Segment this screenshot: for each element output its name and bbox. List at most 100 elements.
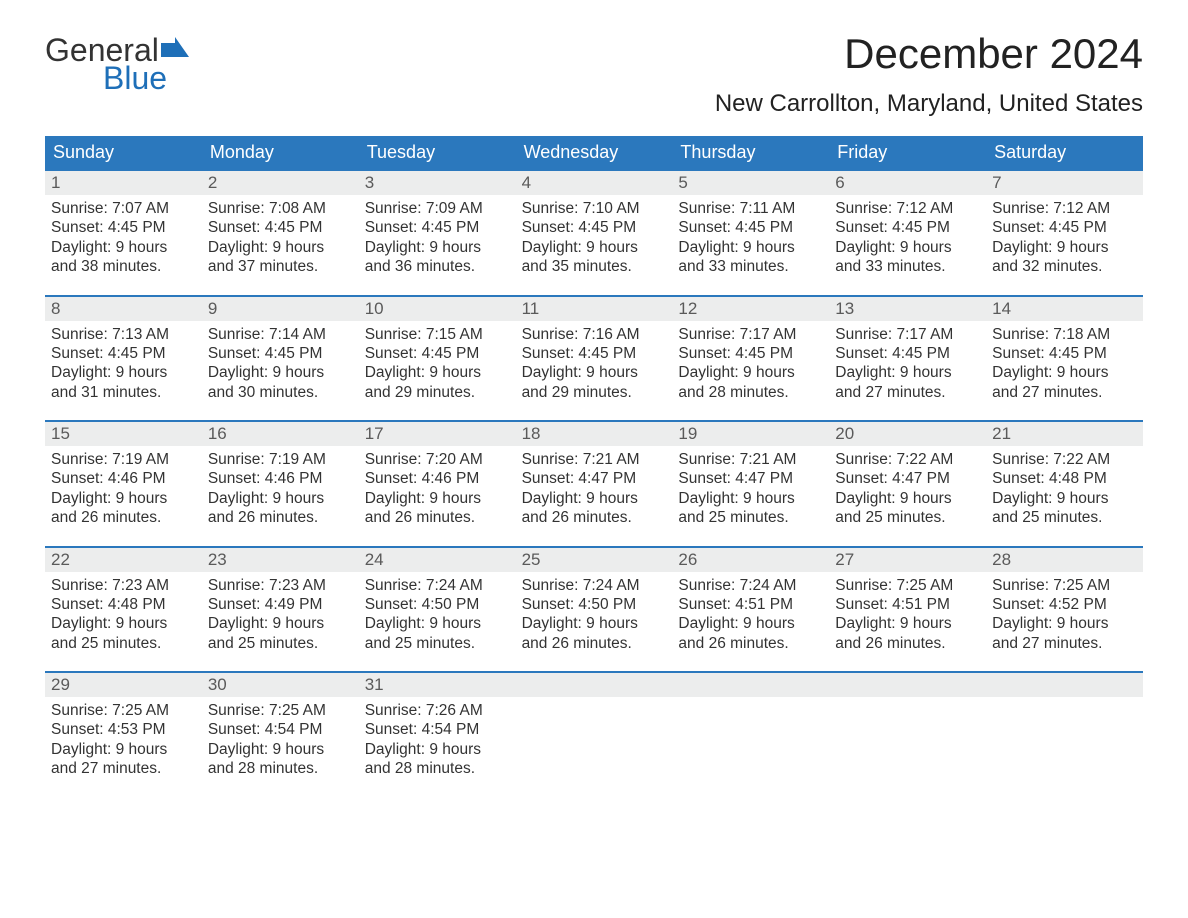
day-header-row: Sunday Monday Tuesday Wednesday Thursday… [45, 136, 1143, 169]
daynum-row: 4 [516, 171, 673, 195]
day-cell: 8Sunrise: 7:13 AMSunset: 4:45 PMDaylight… [45, 297, 202, 407]
daylight-line-1: Daylight: 9 hours [678, 363, 823, 382]
day-cell: 25Sunrise: 7:24 AMSunset: 4:50 PMDayligh… [516, 548, 673, 658]
daylight-line-2: and 27 minutes. [992, 634, 1137, 653]
daylight-line-2: and 33 minutes. [678, 257, 823, 276]
daylight-line-2: and 38 minutes. [51, 257, 196, 276]
day-data: Sunrise: 7:25 AMSunset: 4:52 PMDaylight:… [986, 572, 1143, 658]
sunrise-line: Sunrise: 7:26 AM [365, 701, 510, 720]
day-cell: 17Sunrise: 7:20 AMSunset: 4:46 PMDayligh… [359, 422, 516, 532]
daynum-row: . [672, 673, 829, 697]
day-header: Friday [829, 136, 986, 169]
day-number: 4 [522, 173, 531, 192]
day-data: Sunrise: 7:07 AMSunset: 4:45 PMDaylight:… [45, 195, 202, 281]
day-data: Sunrise: 7:21 AMSunset: 4:47 PMDaylight:… [672, 446, 829, 532]
day-cell: . [829, 673, 986, 783]
daylight-line-1: Daylight: 9 hours [835, 614, 980, 633]
week-row: 8Sunrise: 7:13 AMSunset: 4:45 PMDaylight… [45, 295, 1143, 407]
daylight-line-1: Daylight: 9 hours [208, 489, 353, 508]
daylight-line-2: and 27 minutes. [992, 383, 1137, 402]
day-data: Sunrise: 7:23 AMSunset: 4:49 PMDaylight:… [202, 572, 359, 658]
day-cell: 14 Sunrise: 7:18 AMSunset: 4:45 PMDayligh… [986, 297, 1143, 407]
day-cell: 20Sunrise: 7:22 AMSunset: 4:47 PMDayligh… [829, 422, 986, 532]
day-data: Sunrise: 7:17 AMSunset: 4:45 PMDaylight:… [672, 321, 829, 407]
sunrise-line: Sunrise: 7:21 AM [678, 450, 823, 469]
sunset-line: Sunset: 4:45 PM [51, 218, 196, 237]
sunset-line: Sunset: 4:45 PM [835, 218, 980, 237]
day-data: Sunrise: 7:20 AMSunset: 4:46 PMDaylight:… [359, 446, 516, 532]
sunrise-line: Sunrise: 7:22 AM [835, 450, 980, 469]
sunset-line: Sunset: 4:46 PM [365, 469, 510, 488]
day-data: Sunrise: 7:16 AMSunset: 4:45 PMDaylight:… [516, 321, 673, 407]
location-subtitle: New Carrollton, Maryland, United States [715, 90, 1143, 118]
day-number: 27 [835, 550, 854, 569]
day-cell: 23Sunrise: 7:23 AMSunset: 4:49 PMDayligh… [202, 548, 359, 658]
sunrise-line: Sunrise: 7:21 AM [522, 450, 667, 469]
day-number: 16 [208, 424, 227, 443]
daylight-line-2: and 33 minutes. [835, 257, 980, 276]
day-number: 12 [678, 299, 697, 318]
sunrise-line: Sunrise: 7:17 AM [835, 325, 980, 344]
day-header: Thursday [672, 136, 829, 169]
sunrise-line: Sunrise: 7:11 AM [678, 199, 823, 218]
day-number: 2 [208, 173, 217, 192]
daynum-row: 5 [672, 171, 829, 195]
sunset-line: Sunset: 4:45 PM [992, 344, 1137, 363]
sunset-line: Sunset: 4:47 PM [522, 469, 667, 488]
sunrise-line: Sunrise: 7:25 AM [992, 576, 1137, 595]
daylight-line-1: Daylight: 9 hours [522, 614, 667, 633]
day-data: Sunrise: 7:12 AMSunset: 4:45 PMDaylight:… [986, 195, 1143, 281]
day-number: 1 [51, 173, 60, 192]
sunset-line: Sunset: 4:47 PM [835, 469, 980, 488]
day-data: Sunrise: 7:18 AMSunset: 4:45 PMDaylight:… [986, 321, 1143, 407]
daylight-line-2: and 32 minutes. [992, 257, 1137, 276]
day-number: 14 [992, 299, 1011, 318]
sunset-line: Sunset: 4:45 PM [992, 218, 1137, 237]
sunset-line: Sunset: 4:46 PM [208, 469, 353, 488]
day-cell: 21Sunrise: 7:22 AMSunset: 4:48 PMDayligh… [986, 422, 1143, 532]
daylight-line-2: and 36 minutes. [365, 257, 510, 276]
daylight-line-1: Daylight: 9 hours [678, 238, 823, 257]
day-number: 31 [365, 675, 384, 694]
day-data: Sunrise: 7:25 AMSunset: 4:51 PMDaylight:… [829, 572, 986, 658]
day-data: Sunrise: 7:24 AMSunset: 4:51 PMDaylight:… [672, 572, 829, 658]
daylight-line-1: Daylight: 9 hours [365, 238, 510, 257]
daynum-row: 14 [986, 297, 1143, 321]
sunrise-line: Sunrise: 7:19 AM [208, 450, 353, 469]
day-data: Sunrise: 7:19 AMSunset: 4:46 PMDaylight:… [202, 446, 359, 532]
day-data: Sunrise: 7:19 AMSunset: 4:46 PMDaylight:… [45, 446, 202, 532]
day-number: 28 [992, 550, 1011, 569]
day-number: 25 [522, 550, 541, 569]
daylight-line-1: Daylight: 9 hours [522, 363, 667, 382]
daylight-line-2: and 26 minutes. [51, 508, 196, 527]
day-number: 15 [51, 424, 70, 443]
day-cell: 6Sunrise: 7:12 AMSunset: 4:45 PMDaylight… [829, 171, 986, 281]
sunrise-line: Sunrise: 7:17 AM [678, 325, 823, 344]
sunrise-line: Sunrise: 7:24 AM [522, 576, 667, 595]
day-cell: 19Sunrise: 7:21 AMSunset: 4:47 PMDayligh… [672, 422, 829, 532]
day-data: Sunrise: 7:15 AMSunset: 4:45 PMDaylight:… [359, 321, 516, 407]
daynum-row: 31 [359, 673, 516, 697]
sunset-line: Sunset: 4:45 PM [365, 344, 510, 363]
daynum-row: . [516, 673, 673, 697]
week-row: 29Sunrise: 7:25 AMSunset: 4:53 PMDayligh… [45, 671, 1143, 783]
daylight-line-1: Daylight: 9 hours [522, 238, 667, 257]
week-row: 1 Sunrise: 7:07 AMSunset: 4:45 PMDaylight… [45, 169, 1143, 281]
logo: General Blue [45, 30, 189, 94]
day-number: 22 [51, 550, 70, 569]
day-cell: . [516, 673, 673, 783]
sunset-line: Sunset: 4:48 PM [992, 469, 1137, 488]
daynum-row: 17 [359, 422, 516, 446]
daylight-line-2: and 25 minutes. [678, 508, 823, 527]
day-number: 26 [678, 550, 697, 569]
daylight-line-1: Daylight: 9 hours [208, 363, 353, 382]
daynum-row: 11 [516, 297, 673, 321]
day-cell: 24Sunrise: 7:24 AMSunset: 4:50 PMDayligh… [359, 548, 516, 658]
daylight-line-1: Daylight: 9 hours [208, 238, 353, 257]
daylight-line-2: and 35 minutes. [522, 257, 667, 276]
day-cell: 18Sunrise: 7:21 AMSunset: 4:47 PMDayligh… [516, 422, 673, 532]
day-data: Sunrise: 7:12 AMSunset: 4:45 PMDaylight:… [829, 195, 986, 281]
day-number: 24 [365, 550, 384, 569]
day-number: 9 [208, 299, 217, 318]
daylight-line-2: and 26 minutes. [835, 634, 980, 653]
